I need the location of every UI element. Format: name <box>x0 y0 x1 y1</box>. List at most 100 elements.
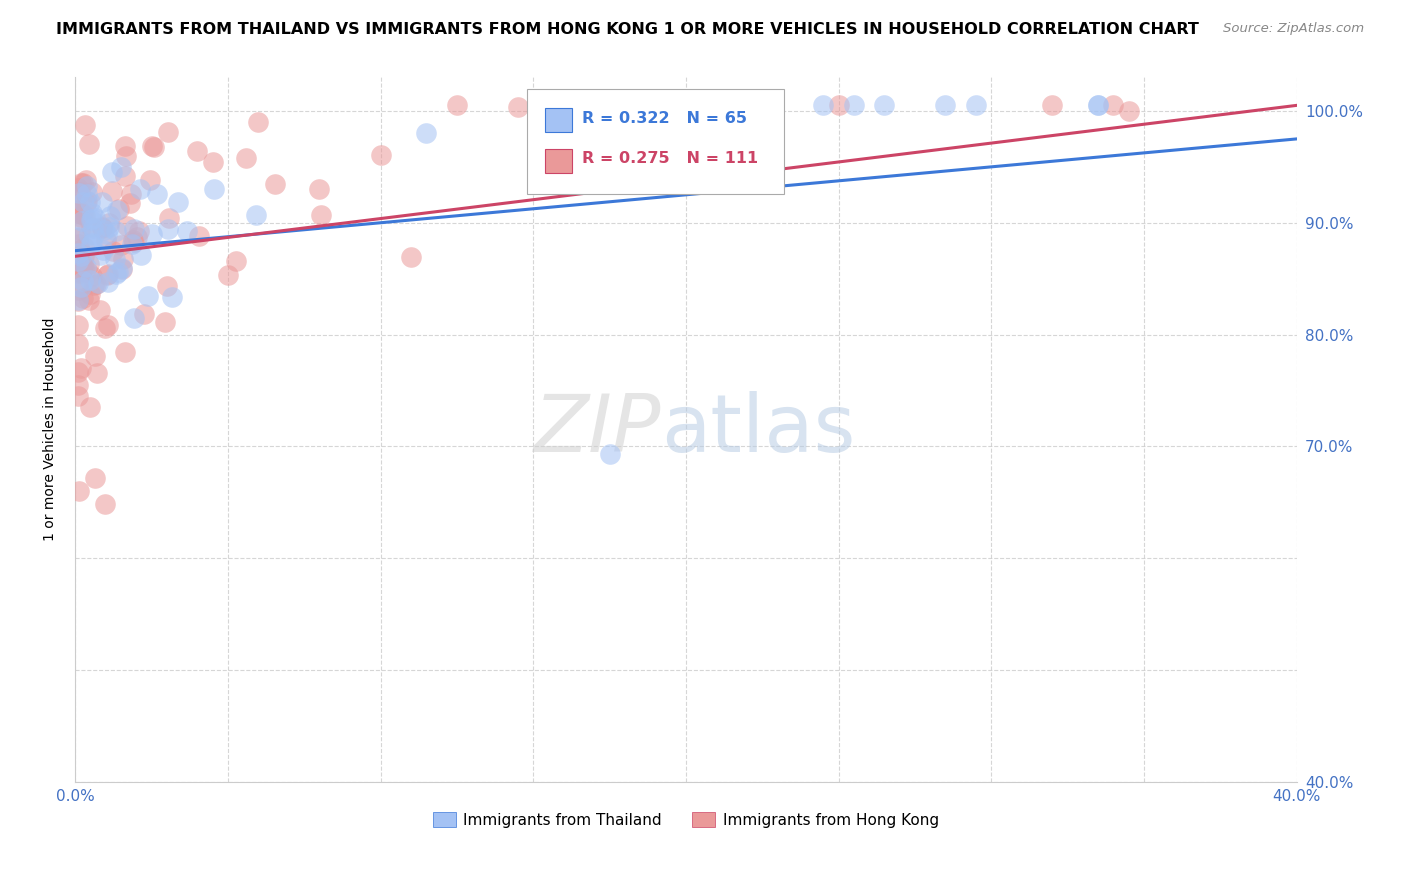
Point <box>67 236 90 251</box>
Point <box>105 267 128 281</box>
Point <box>70 207 93 221</box>
Point <box>82 206 104 220</box>
Legend: Immigrants from Thailand, Immigrants from Hong Kong: Immigrants from Thailand, Immigrants fro… <box>426 805 945 834</box>
Point <box>67 245 90 260</box>
Point <box>114 345 136 359</box>
Point <box>553 175 575 189</box>
FancyBboxPatch shape <box>527 89 783 194</box>
Point <box>118 195 141 210</box>
Point <box>100 209 122 223</box>
Point <box>80 237 103 252</box>
Point <box>75 196 97 211</box>
Point <box>77 265 100 279</box>
Point <box>67 205 90 219</box>
Point <box>79 400 101 414</box>
Point <box>965 98 987 112</box>
Point <box>446 98 468 112</box>
Point <box>84 277 107 292</box>
Point <box>67 245 90 260</box>
Point <box>101 184 124 198</box>
Point <box>67 294 90 309</box>
Point <box>104 252 127 266</box>
Point <box>75 209 97 223</box>
Point <box>83 277 105 292</box>
Point <box>67 336 90 351</box>
Point <box>77 136 100 151</box>
Point <box>70 280 93 294</box>
Point <box>129 182 152 196</box>
Point <box>245 208 267 222</box>
Text: IMMIGRANTS FROM THAILAND VS IMMIGRANTS FROM HONG KONG 1 OR MORE VEHICLES IN HOUS: IMMIGRANTS FROM THAILAND VS IMMIGRANTS F… <box>56 22 1199 37</box>
Point <box>98 216 121 230</box>
Point <box>91 195 114 210</box>
Point <box>72 258 94 272</box>
Point <box>93 223 115 237</box>
Point <box>67 483 90 498</box>
Point <box>122 311 145 326</box>
Point <box>77 257 100 271</box>
Point <box>94 233 117 247</box>
Point <box>76 186 98 201</box>
Point <box>73 260 96 274</box>
Point <box>1087 98 1109 112</box>
Point <box>138 289 160 303</box>
Point <box>67 231 90 245</box>
Point <box>157 125 180 139</box>
Point <box>67 203 90 218</box>
Point <box>157 222 180 236</box>
Point <box>67 389 90 403</box>
Point <box>72 194 94 209</box>
Point <box>167 195 190 210</box>
Point <box>115 219 138 233</box>
Point <box>188 229 211 244</box>
Point <box>82 269 104 284</box>
Point <box>79 194 101 209</box>
Point <box>125 230 148 244</box>
Point <box>141 227 163 242</box>
Point <box>370 147 392 161</box>
Point <box>153 315 176 329</box>
Point <box>70 213 93 227</box>
Point <box>599 447 621 461</box>
Point <box>101 244 124 258</box>
Point <box>67 254 90 268</box>
Point <box>72 176 94 190</box>
Point <box>201 154 224 169</box>
Bar <box>546 149 572 172</box>
Point <box>827 98 849 112</box>
Text: ZIP: ZIP <box>534 391 661 468</box>
Point <box>122 235 145 249</box>
Point <box>72 274 94 288</box>
Point <box>813 98 835 112</box>
Point <box>84 470 107 484</box>
Point <box>75 260 97 274</box>
Point <box>67 186 90 200</box>
Point <box>67 264 90 278</box>
Point <box>83 211 105 226</box>
Point <box>80 219 103 234</box>
Point <box>160 290 183 304</box>
Point <box>84 350 107 364</box>
Point <box>129 248 152 262</box>
Point <box>86 276 108 290</box>
Point <box>70 177 93 191</box>
Point <box>107 265 129 279</box>
Text: R = 0.275   N = 111: R = 0.275 N = 111 <box>582 151 758 166</box>
Point <box>146 187 169 202</box>
Point <box>73 249 96 263</box>
Point <box>121 237 143 252</box>
Point <box>79 213 101 227</box>
Point <box>176 224 198 238</box>
Point <box>111 261 134 276</box>
Point <box>70 266 93 280</box>
Point <box>1118 103 1140 118</box>
Point <box>105 202 128 217</box>
Point <box>67 188 90 202</box>
Point <box>114 169 136 183</box>
Point <box>89 303 111 318</box>
Point <box>399 251 422 265</box>
Point <box>1102 98 1125 112</box>
Point <box>142 140 165 154</box>
Point <box>235 151 257 165</box>
Point <box>263 178 285 192</box>
